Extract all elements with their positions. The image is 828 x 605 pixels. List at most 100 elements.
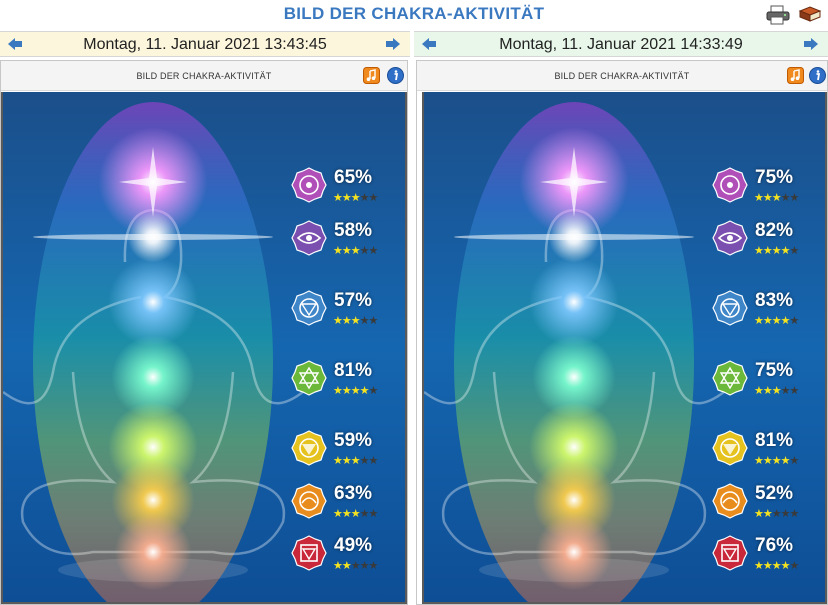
star-icon: ★ xyxy=(333,192,343,204)
chakra-heart-icon xyxy=(291,360,327,396)
chakra-sacral-icon xyxy=(291,483,327,519)
star-icon: ★ xyxy=(350,245,361,257)
star-icon: ★ xyxy=(780,315,791,327)
chakra-crown-icon xyxy=(291,167,327,203)
rating-stars: ★★★★★ xyxy=(754,455,799,467)
star-icon: ★ xyxy=(368,245,379,257)
chakra-percent: 59% xyxy=(334,430,373,451)
arrow-left-icon[interactable] xyxy=(420,36,438,52)
star-icon: ★ xyxy=(771,245,782,257)
printer-icon[interactable] xyxy=(766,5,790,25)
star-icon: ★ xyxy=(350,315,361,327)
rating-stars: ★★★★★ xyxy=(333,315,378,327)
rating-stars: ★★★★★ xyxy=(754,385,799,397)
star-icon: ★ xyxy=(754,385,764,397)
chakra-glow xyxy=(127,211,179,263)
star-icon: ★ xyxy=(341,245,352,257)
star-icon: ★ xyxy=(762,315,773,327)
star-icon: ★ xyxy=(780,192,791,204)
star-icon: ★ xyxy=(333,508,343,520)
chakra-percent: 75% xyxy=(755,360,794,381)
music-note-icon[interactable] xyxy=(787,67,804,84)
star-icon: ★ xyxy=(789,315,800,327)
chakra-row-solar-plexus: 81% ★★★★★ xyxy=(712,430,822,472)
star-icon: ★ xyxy=(350,508,361,520)
rating-stars: ★★★★★ xyxy=(754,245,800,257)
star-icon: ★ xyxy=(333,455,343,467)
star-icon: ★ xyxy=(754,508,764,520)
chakra-row-root: 49% ★★★★★ xyxy=(291,535,401,577)
date-bar-left: Montag, 11. Januar 2021 13:43:45 xyxy=(0,31,410,57)
chakra-glow xyxy=(111,335,195,419)
panel-header: BILD DER CHAKRA-AKTIVITÄT xyxy=(417,61,827,91)
chakra-percent: 81% xyxy=(334,360,373,381)
music-note-icon[interactable] xyxy=(363,67,380,84)
star-icon: ★ xyxy=(771,315,782,327)
star-icon: ★ xyxy=(754,560,764,572)
chakra-glow xyxy=(535,513,613,591)
star-icon: ★ xyxy=(780,245,791,257)
book-icon[interactable] xyxy=(798,5,822,25)
chakra-glow xyxy=(529,257,619,347)
star-icon: ★ xyxy=(762,192,773,204)
star-icon: ★ xyxy=(341,385,352,397)
star-icon: ★ xyxy=(341,508,352,520)
info-icon[interactable] xyxy=(387,67,404,84)
star-icon: ★ xyxy=(780,508,791,520)
star-icon: ★ xyxy=(762,508,773,520)
star-icon: ★ xyxy=(789,245,800,257)
chakra-image: 65% ★★★★★ 58% ★★★★★ 57% ★★★★★ 81% ★★★★★ 59% ★★★★★… xyxy=(1,92,407,604)
chakra-row-heart: 81% ★★★★★ xyxy=(291,360,401,402)
rating-stars: ★★★★★ xyxy=(333,245,379,257)
panel-title: BILD DER CHAKRA-AKTIVITÄT xyxy=(554,71,690,81)
star-icon: ★ xyxy=(341,315,352,327)
rating-stars: ★★★★★ xyxy=(333,508,378,520)
star-icon: ★ xyxy=(368,560,379,572)
rating-stars: ★★★★★ xyxy=(754,315,800,327)
star-icon: ★ xyxy=(359,245,370,257)
star-icon: ★ xyxy=(333,385,343,397)
star-icon: ★ xyxy=(780,385,791,397)
star-icon: ★ xyxy=(341,455,352,467)
chakra-glow xyxy=(548,211,600,263)
star-icon: ★ xyxy=(771,560,782,572)
star-icon: ★ xyxy=(341,560,352,572)
chakra-percent: 58% xyxy=(334,220,373,241)
star-icon: ★ xyxy=(359,455,370,467)
chakra-row-crown: 65% ★★★★★ xyxy=(291,167,401,209)
date-text-right: Montag, 11. Januar 2021 14:33:49 xyxy=(499,36,743,53)
chakra-row-sacral: 52% ★★★★★ xyxy=(712,483,822,525)
star-icon: ★ xyxy=(771,508,782,520)
rating-stars: ★★★★★ xyxy=(754,508,799,520)
chakra-background xyxy=(424,92,825,602)
star-icon: ★ xyxy=(754,192,764,204)
chakra-percent: 65% xyxy=(334,167,373,188)
info-icon[interactable] xyxy=(809,67,826,84)
star-icon: ★ xyxy=(359,192,370,204)
star-icon: ★ xyxy=(359,560,370,572)
chakra-glow xyxy=(114,513,192,591)
star-icon: ★ xyxy=(762,385,773,397)
star-icon: ★ xyxy=(780,455,791,467)
date-text-left: Montag, 11. Januar 2021 13:43:45 xyxy=(83,36,327,53)
star-icon: ★ xyxy=(350,455,361,467)
star-icon: ★ xyxy=(333,560,343,572)
arrow-left-icon[interactable] xyxy=(6,36,24,52)
star-icon: ★ xyxy=(359,385,370,397)
rating-stars: ★★★★★ xyxy=(333,455,379,467)
chakra-percent: 49% xyxy=(334,535,373,556)
chakra-root-icon xyxy=(291,535,327,571)
star-icon: ★ xyxy=(333,245,343,257)
chakra-glow xyxy=(532,335,616,419)
arrow-right-icon[interactable] xyxy=(384,36,402,52)
arrow-right-icon[interactable] xyxy=(802,36,820,52)
title-bar: BILD DER CHAKRA-AKTIVITÄT xyxy=(0,0,828,30)
star-icon: ★ xyxy=(771,385,782,397)
star-icon: ★ xyxy=(341,192,352,204)
chakra-row-root: 76% ★★★★★ xyxy=(712,535,822,577)
chakra-solar-plexus-icon xyxy=(291,430,327,466)
chakra-third-eye-icon xyxy=(712,220,748,256)
chakra-background xyxy=(3,92,405,602)
star-icon: ★ xyxy=(368,455,379,467)
rating-stars: ★★★★★ xyxy=(333,385,378,397)
